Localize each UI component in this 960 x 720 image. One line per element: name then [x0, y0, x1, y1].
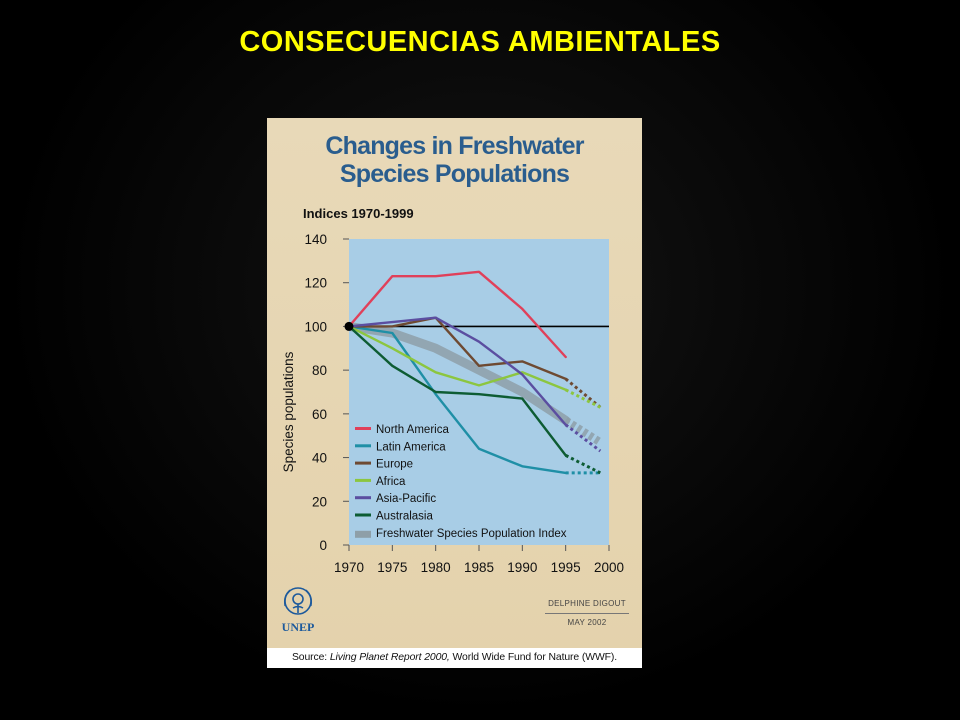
series-line-north-america: [347, 270, 567, 359]
series-line-australasia: [347, 325, 567, 457]
legend-label-latin-america: Latin America: [376, 441, 446, 453]
source-rest: World Wide Fund for Nature (WWF).: [449, 652, 618, 663]
y-tick-label-80: 80: [312, 363, 327, 378]
y-tick-label-0: 0: [319, 538, 327, 553]
y-tick-label-40: 40: [312, 451, 327, 466]
series-projection-asia-pacific: [564, 423, 602, 453]
x-tick-label-1990: 1990: [507, 560, 537, 575]
y-tick-label-120: 120: [304, 276, 327, 291]
x-tick-label-1985: 1985: [464, 560, 494, 575]
credit-author: DELPHINE DIGOUT: [548, 599, 626, 608]
legend-label-asia-pacific: Asia-Pacific: [376, 493, 436, 505]
un-emblem-icon: [283, 587, 313, 615]
source-report: Living Planet Report 2000,: [329, 652, 450, 663]
plot-area: [349, 239, 609, 545]
y-tick-label-60: 60: [312, 407, 327, 422]
start-point: [344, 321, 354, 331]
y-tick-label-20: 20: [312, 494, 327, 509]
x-tick-label-1970: 1970: [334, 560, 364, 575]
legend-label-africa: Africa: [376, 476, 406, 488]
chart-title-line-1: Changes in Freshwater: [325, 132, 584, 160]
series-projection-africa: [565, 388, 601, 409]
series-line-asia-pacific: [347, 316, 567, 426]
slide-title: CONSECUENCIAS AMBIENTALES: [239, 26, 721, 58]
legend-swatch-north-america: [355, 427, 371, 430]
series-projection-australasia: [565, 454, 601, 475]
line-chart: Indices 1970-1999 0 20 40 60 80 100 120 140 1970 1…: [281, 206, 624, 575]
x-tick-label-1995: 1995: [551, 560, 581, 575]
legend-label-australasia: Australasia: [376, 511, 433, 523]
source-note: Source: Living Planet Report 2000, World…: [267, 648, 642, 668]
legend-label-north-america: North America: [376, 424, 449, 436]
series-projection-europe: [564, 377, 602, 409]
legend-swatch-australasia: [355, 513, 371, 517]
legend-swatch-freshwater-species-population-index: [355, 530, 371, 538]
series-line-latin-america: [347, 325, 567, 475]
legend-swatch-latin-america: [355, 444, 371, 448]
unep-logo-text: UNEP: [281, 620, 315, 634]
credit-date: MAY 2002: [567, 618, 607, 627]
source-prefix: Source:: [291, 652, 330, 663]
chart-card: Changes in Freshwater Species Population…: [267, 118, 642, 668]
legend-label-europe: Europe: [376, 459, 413, 471]
y-tick-label-100: 100: [304, 319, 327, 334]
chart-title: Changes in Freshwater Species Population…: [267, 132, 642, 188]
series-line-africa: [347, 325, 567, 391]
credit-divider: [545, 613, 629, 614]
legend-swatch-asia-pacific: [355, 496, 371, 500]
credit: DELPHINE DIGOUT MAY 2002: [537, 599, 637, 627]
x-tick-label-2000: 2000: [594, 560, 624, 575]
chart-subtitle: Indices 1970-1999: [303, 206, 414, 221]
legend-swatch-africa: [355, 478, 371, 482]
y-tick-label-140: 140: [304, 232, 327, 247]
x-tick-label-1975: 1975: [377, 560, 407, 575]
y-axis-label: Species populations: [281, 351, 296, 472]
chart-title-line-2: Species Populations: [339, 160, 570, 188]
x-tick-label-1980: 1980: [421, 560, 451, 575]
legend-label-freshwater-species-population-index: Freshwater Species Population Index: [376, 528, 567, 540]
series-line-europe: [347, 316, 567, 381]
unep-logo: UNEP: [276, 586, 320, 635]
legend-swatch-europe: [355, 461, 371, 465]
